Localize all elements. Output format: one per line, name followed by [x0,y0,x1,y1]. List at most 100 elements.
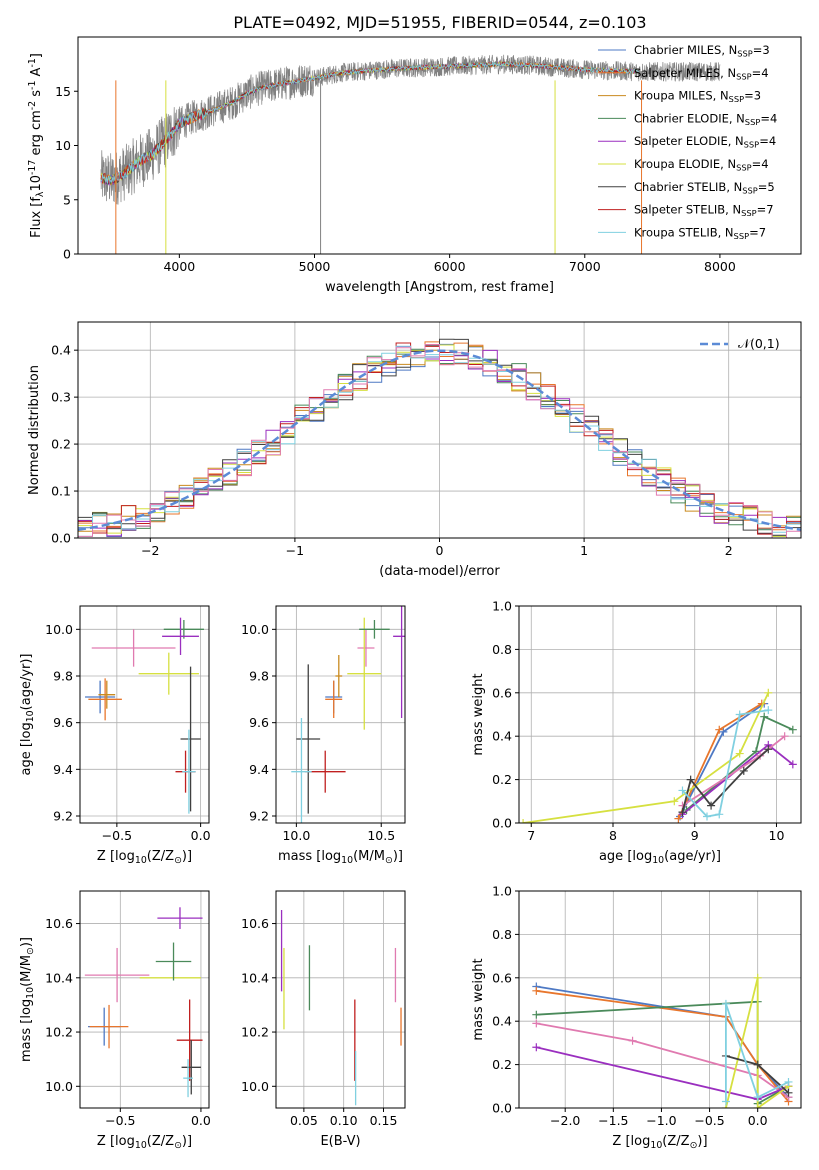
x-tick-label: 10.0 [282,828,310,843]
y-tick-label: 0.2 [51,437,71,452]
errorbar-point [180,666,201,812]
axes-frame [77,36,802,255]
x-tick-label: 0.15 [370,1113,398,1128]
errorbar-point [183,1059,193,1098]
x-tick-label: 0.10 [330,1113,358,1128]
y-tick-label: 9.8 [249,669,269,684]
y-tick-label: 10.0 [45,622,73,637]
y-tick-label: 9.6 [249,715,269,730]
y-tick-label: 0.8 [492,927,512,942]
x-tick-label: −1.0 [646,1113,676,1128]
errorbar-point [98,680,116,709]
legend-label: Kroupa ELODIE, NSSP=4 [634,157,769,173]
errorbar-point [182,729,196,814]
x-axis-label: Z [log10(Z/Z⊙)] [97,1134,192,1151]
axes-frame [275,890,406,1109]
y-tick-label: 0.0 [492,1101,512,1116]
panel-age-vs-Z: −0.5 0.0 9.2 9.4 9.6 9.8 10.0 Z [log10(Z/Z⊙)] ag… [19,605,211,866]
x-tick-label: −1.5 [598,1113,628,1128]
x-tick-label: 5000 [299,259,331,274]
legend-label: Salpeter STELIB, NSSP=7 [634,203,774,219]
x-tick-label: 4000 [163,259,195,274]
mass-weight-marker [532,1019,541,1028]
x-tick-label: −0.5 [694,1113,724,1128]
x-tick-label: 0.05 [290,1113,318,1128]
y-axis-label: Flux [fλ10-17 erg cm-2 s-1 A-1] [27,53,46,238]
mass-weight-marker [670,797,679,806]
x-tick-label: 0.0 [191,828,211,843]
mass-weight-marker [764,688,773,697]
y-tick-label: 10.6 [241,916,269,931]
legend-label: Chabrier STELIB, NSSP=5 [634,180,775,196]
y-tick-label: 15 [55,84,71,99]
panel-residuals: −2 −1 0 1 2 0.0 0.1 0.2 0.3 0.4 (data-model)/error… [27,321,802,579]
mass-weight-marker [721,1097,730,1106]
mass-weight-marker [532,986,541,995]
x-tick-label: 6000 [434,259,466,274]
y-tick-label: 10.2 [241,1025,269,1040]
mass-weight-marker [678,786,687,795]
y-tick-label: 0 [63,247,71,262]
mass-weight-marker [753,1104,762,1108]
mass-weight-marker [788,725,797,734]
y-tick-label: 0.4 [492,1014,512,1029]
errorbar-point [163,620,204,639]
panel-mass-weight-vs-age: 7 8 9 10 0.0 0.2 0.4 0.6 0.8 1.0 age [log10(age/yr… [471,599,802,866]
panel-mass-vs-Z: −0.5 0.0 10.0 10.2 10.4 10.6 Z [log10(Z/Z⊙)] ma… [19,890,211,1151]
y-tick-label: 0.4 [492,729,512,744]
panel-spectrum: 4000 5000 6000 7000 8000 0 5 10 15 wavelength [An… [27,36,802,295]
y-tick-label: 10.0 [45,1079,73,1094]
plot-area-mass-weight-vs-Z [532,973,793,1108]
errorbar-point [347,617,382,730]
x-tick-label: 7 [527,828,535,843]
y-tick-label: 1.0 [492,884,512,899]
y-tick-label: 0.6 [492,970,512,985]
errorbar-point [291,718,312,823]
y-tick-label: 0.3 [51,390,71,405]
y-tick-label: 9.4 [249,762,269,777]
spectrum-legend: Chabrier MILES, NSSP=3 Salpeter MILES, NS… [598,43,777,241]
axes-frame [79,605,210,824]
legend-label: Chabrier MILES, NSSP=3 [634,43,770,59]
errorbar-point [357,629,375,667]
y-tick-label: 5 [63,192,71,207]
y-axis-label: age [log10(age/yr)] [19,653,36,775]
x-tick-label: 1 [580,543,588,558]
x-tick-label: 10 [769,828,785,843]
errorbar-point [157,907,203,929]
errorbar-point [296,664,321,814]
mass-weight-marker [686,775,695,784]
errorbar-point [393,606,405,718]
mass-weight-marker [764,745,773,754]
residual-histogram-10 [78,344,801,538]
errorbar-point [325,680,343,718]
plot-area-mass-vs-EBV [280,909,402,1106]
legend-label: Chabrier ELODIE, NSSP=4 [634,111,777,127]
y-tick-label: 9.2 [53,809,73,824]
mass-weight-marker [753,1060,762,1069]
panel-age-vs-mass: 10.0 10.5 9.2 9.4 9.6 9.8 10.0 mass [log10(M/M⊙… [241,605,406,866]
y-tick-label: 10.4 [45,970,73,985]
y-tick-label: 0.2 [492,1057,512,1072]
axes-frame [77,321,802,539]
plot-area-mass-weight-vs-age [519,688,797,823]
y-axis-label: mass weight [471,958,486,1040]
legend-label: Kroupa MILES, NSSP=3 [634,89,761,105]
legend-label: Kroupa STELIB, NSSP=7 [634,225,766,241]
y-tick-label: 0.0 [51,531,71,546]
x-tick-label: 0.0 [191,1113,211,1128]
mass-weight-marker [760,712,769,721]
x-tick-label: −0.5 [102,828,132,843]
y-tick-label: 9.2 [249,809,269,824]
observed-spectrum [100,54,721,205]
axes-frame [79,890,210,1109]
x-axis-label: wavelength [Angstrom, rest frame] [325,280,554,295]
mass-weight-marker [784,1088,793,1097]
mass-weight-marker [753,1093,762,1102]
y-tick-label: 0.2 [492,772,512,787]
x-tick-label: −2.0 [550,1113,580,1128]
mass-weight-line-4 [536,1022,790,1098]
y-tick-label: 10 [55,138,71,153]
x-tick-label: 2 [725,543,733,558]
